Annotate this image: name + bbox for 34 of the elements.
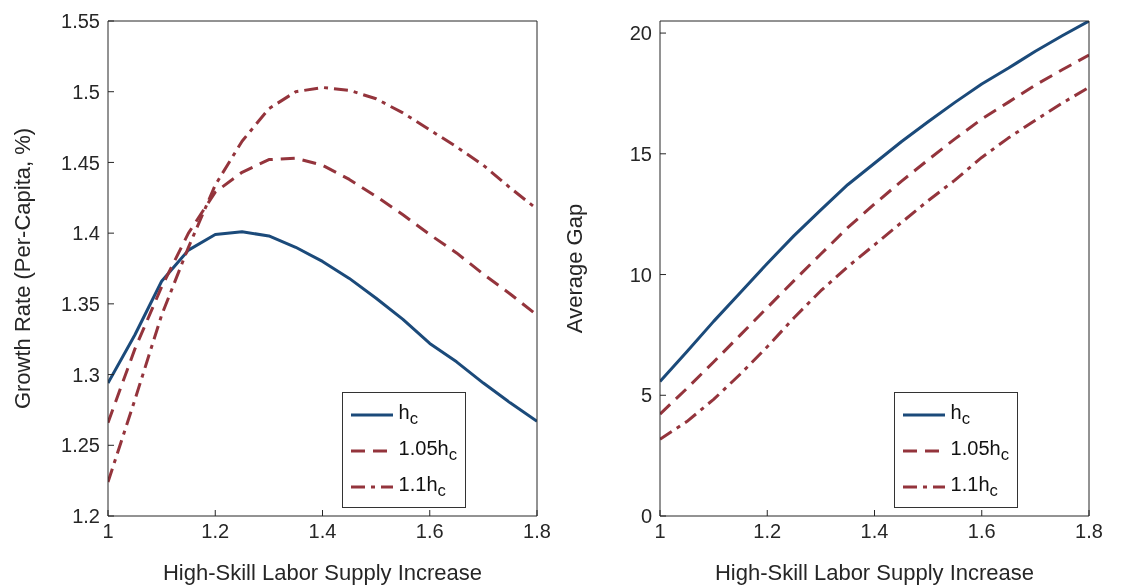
y-axis-title: Average Gap xyxy=(561,203,587,334)
y-tick-label: 1.35 xyxy=(61,292,100,315)
x-axis-title: High-Skill Labor Supply Increase xyxy=(162,560,483,585)
y-tick-label: 0 xyxy=(640,505,652,528)
legend-label: 1.1h$_{c}$ xyxy=(950,473,998,501)
y-tick-label: 20 xyxy=(629,22,652,45)
x-tick-label: 1 xyxy=(102,520,114,543)
x-tick-label: 1.2 xyxy=(201,520,230,543)
y-tick-label: 5 xyxy=(640,384,652,407)
y-tick-label: 1.2 xyxy=(72,505,100,528)
legend-label: h$_{c}$ xyxy=(398,401,419,429)
y-tick-label: 1.45 xyxy=(61,151,100,174)
legend-label: 1.05h$_{c}$ xyxy=(950,437,1009,465)
y-tick-label: 1.5 xyxy=(72,80,100,103)
legend-label: 1.05h$_{c}$ xyxy=(398,437,457,465)
x-axis-title: High-Skill Labor Supply Increase xyxy=(714,560,1035,585)
x-tick-label: 1.8 xyxy=(1075,520,1103,543)
x-tick-label: 1.2 xyxy=(753,520,782,543)
x-tick-label: 1 xyxy=(654,520,666,543)
x-tick-label: 1.8 xyxy=(523,520,551,543)
legend-label: h$_{c}$ xyxy=(950,401,971,429)
y-tick-label: 10 xyxy=(629,263,652,286)
y-tick-label: 1.25 xyxy=(61,434,100,457)
x-tick-label: 1.4 xyxy=(860,520,889,543)
y-tick-label: 1.4 xyxy=(72,222,100,245)
x-tick-label: 1.6 xyxy=(967,520,996,543)
y-tick-label: 1.55 xyxy=(61,10,100,33)
x-tick-label: 1.4 xyxy=(308,520,337,543)
y-axis-title: Growth Rate (Per-Capita, %) xyxy=(9,127,35,410)
line-series xyxy=(108,230,537,423)
legend-label: 1.1h$_{c}$ xyxy=(398,473,446,501)
y-tick-label: 15 xyxy=(629,142,652,165)
x-tick-label: 1.6 xyxy=(415,520,444,543)
y-tick-label: 1.3 xyxy=(72,363,100,386)
